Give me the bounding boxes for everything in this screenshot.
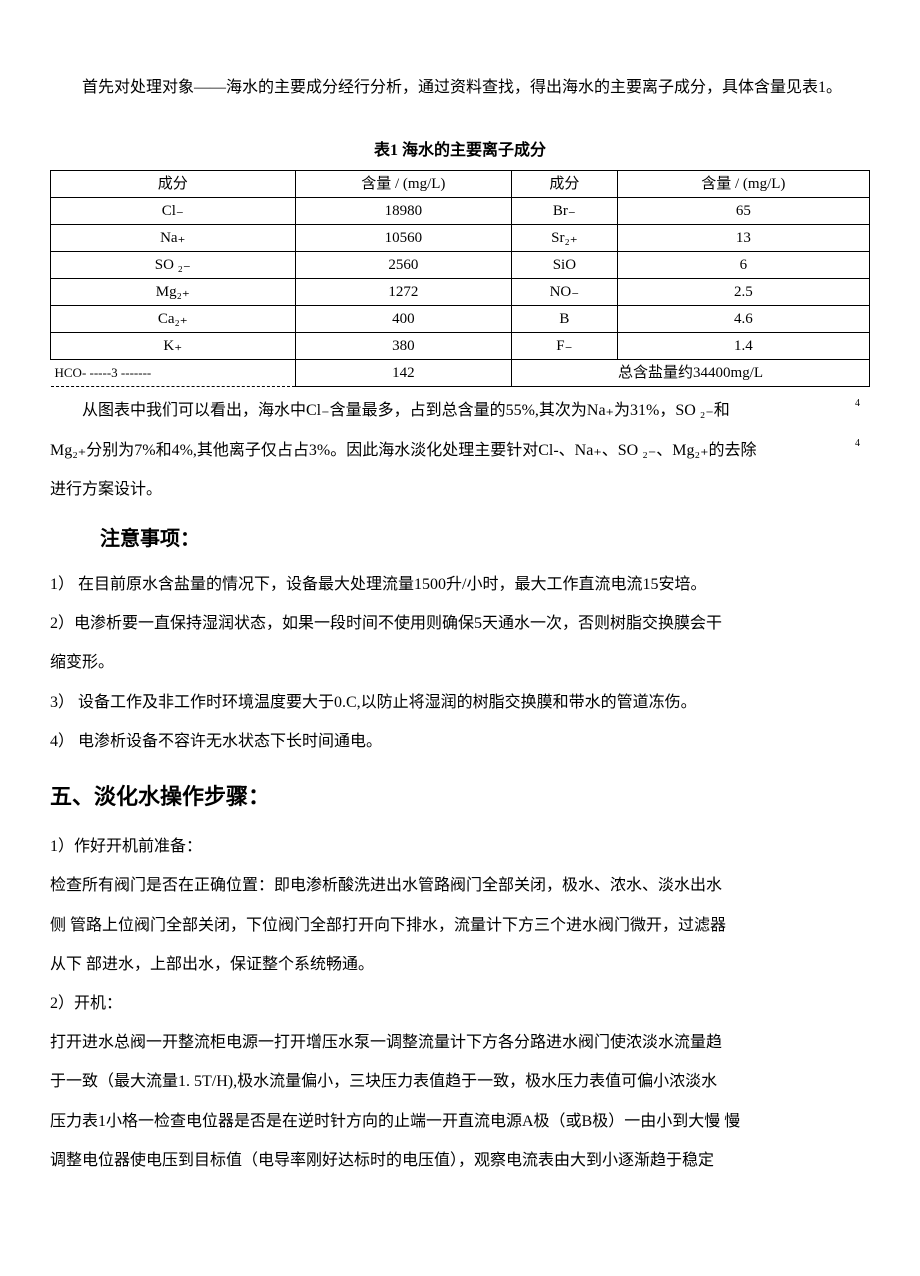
note-2b: 缩变形。 bbox=[50, 645, 870, 680]
step-2-p3: 压力表1小格一检查电位器是否是在逆时针方向的止端一开直流电源A极（或B极）一由小… bbox=[50, 1104, 870, 1139]
cell: 400 bbox=[295, 306, 512, 333]
table-title: 表1 海水的主要离子成分 bbox=[50, 133, 870, 168]
analysis-text-2: Mg₂₊分别为7%和4%,其他离子仅占占3%。因此海水淡化处理主要针对Cl-、N… bbox=[50, 442, 757, 459]
subscript-4: 4 bbox=[855, 433, 860, 455]
step-1-p3: 从下 部进水，上部出水，保证整个系统畅通。 bbox=[50, 947, 870, 982]
cell: 6 bbox=[617, 252, 869, 279]
cell: 4.6 bbox=[617, 306, 869, 333]
table-row: SO ₂₋ 2560 SiO 6 bbox=[51, 252, 870, 279]
step-2-title: 2）开机： bbox=[50, 986, 870, 1021]
cell: 1272 bbox=[295, 279, 512, 306]
note-2a: 2）电渗析要一直保持湿润状态，如果一段时间不使用则确保5天通水一次，否则树脂交换… bbox=[50, 606, 870, 641]
cell: 142 bbox=[295, 360, 512, 387]
cell: Sr₂₊ bbox=[512, 225, 618, 252]
cell: Ca₂₊ bbox=[51, 306, 296, 333]
table-row: Mg₂₊ 1272 NO₋ 2.5 bbox=[51, 279, 870, 306]
subscript-4: 4 bbox=[823, 393, 860, 415]
cell: Cl₋ bbox=[51, 198, 296, 225]
cell: Br₋ bbox=[512, 198, 618, 225]
analysis-text-1: 从图表中我们可以看出，海水中Cl₋含量最多，占到总含量的55%,其次为Na₊为3… bbox=[82, 402, 730, 419]
cell: B bbox=[512, 306, 618, 333]
note-4: 4） 电渗析设备不容许无水状态下长时间通电。 bbox=[50, 724, 870, 759]
cell: 13 bbox=[617, 225, 869, 252]
cell: SiO bbox=[512, 252, 618, 279]
step-2-p4: 调整电位器使电压到目标值（电导率刚好达标时的电压值），观察电流表由大到小逐渐趋于… bbox=[50, 1143, 870, 1178]
note-3: 3） 设备工作及非工作时环境温度要大于0.C,以防止将湿润的树脂交换膜和带水的管… bbox=[50, 685, 870, 720]
cell-total-salt: 总含盐量约34400mg/L bbox=[512, 360, 870, 387]
table-header-row: 成分 含量 / (mg/L) 成分 含量 / (mg/L) bbox=[51, 171, 870, 198]
cell: 1.4 bbox=[617, 333, 869, 360]
analysis-line-2: Mg₂₊分别为7%和4%,其他离子仅占占3%。因此海水淡化处理主要针对Cl-、N… bbox=[50, 433, 870, 468]
th-component-2: 成分 bbox=[512, 171, 618, 198]
table-row: K₊ 380 F₋ 1.4 bbox=[51, 333, 870, 360]
th-amount-2: 含量 / (mg/L) bbox=[617, 171, 869, 198]
cell-hco: HCO- -----3 ------- bbox=[51, 360, 296, 387]
cell: 2560 bbox=[295, 252, 512, 279]
th-component-1: 成分 bbox=[51, 171, 296, 198]
step-1-p2: 侧 管路上位阀门全部关闭，下位阀门全部打开向下排水，流量计下方三个进水阀门微开，… bbox=[50, 908, 870, 943]
notes-heading: 注意事项： bbox=[50, 517, 870, 561]
table-row: Na₊ 10560 Sr₂₊ 13 bbox=[51, 225, 870, 252]
table-row: Cl₋ 18980 Br₋ 65 bbox=[51, 198, 870, 225]
step-1-title: 1）作好开机前准备： bbox=[50, 829, 870, 864]
step-2-p2: 于一致（最大流量1. 5T/H),极水流量偏小，三块压力表值趋于一致，极水压力表… bbox=[50, 1064, 870, 1099]
cell: 10560 bbox=[295, 225, 512, 252]
cell: 18980 bbox=[295, 198, 512, 225]
cell: SO ₂₋ bbox=[51, 252, 296, 279]
cell: 380 bbox=[295, 333, 512, 360]
table-row: Ca₂₊ 400 B 4.6 bbox=[51, 306, 870, 333]
cell: 2.5 bbox=[617, 279, 869, 306]
step-2-p1: 打开进水总阀一开整流柜电源一打开增压水泵一调整流量计下方各分路进水阀门使浓淡水流… bbox=[50, 1025, 870, 1060]
cell: 65 bbox=[617, 198, 869, 225]
cell: Na₊ bbox=[51, 225, 296, 252]
analysis-line-3: 进行方案设计。 bbox=[50, 472, 870, 507]
analysis-line-1: 从图表中我们可以看出，海水中Cl₋含量最多，占到总含量的55%,其次为Na₊为3… bbox=[50, 393, 870, 428]
cell: F₋ bbox=[512, 333, 618, 360]
intro-paragraph: 首先对处理对象——海水的主要成分经行分析，通过资料查找，得出海水的主要离子成分，… bbox=[50, 70, 870, 105]
cell: K₊ bbox=[51, 333, 296, 360]
table-last-row: HCO- -----3 ------- 142 总含盐量约34400mg/L bbox=[51, 360, 870, 387]
step-1-p1: 检查所有阀门是否在正确位置：即电渗析酸洗进出水管路阀门全部关闭，极水、浓水、淡水… bbox=[50, 868, 870, 903]
th-amount-1: 含量 / (mg/L) bbox=[295, 171, 512, 198]
cell: Mg₂₊ bbox=[51, 279, 296, 306]
note-1: 1） 在目前原水含盐量的情况下，设备最大处理流量1500升/小时，最大工作直流电… bbox=[50, 567, 870, 602]
ion-table: 成分 含量 / (mg/L) 成分 含量 / (mg/L) Cl₋ 18980 … bbox=[50, 170, 870, 387]
section-5-heading: 五、淡化水操作步骤： bbox=[50, 773, 870, 821]
cell: NO₋ bbox=[512, 279, 618, 306]
